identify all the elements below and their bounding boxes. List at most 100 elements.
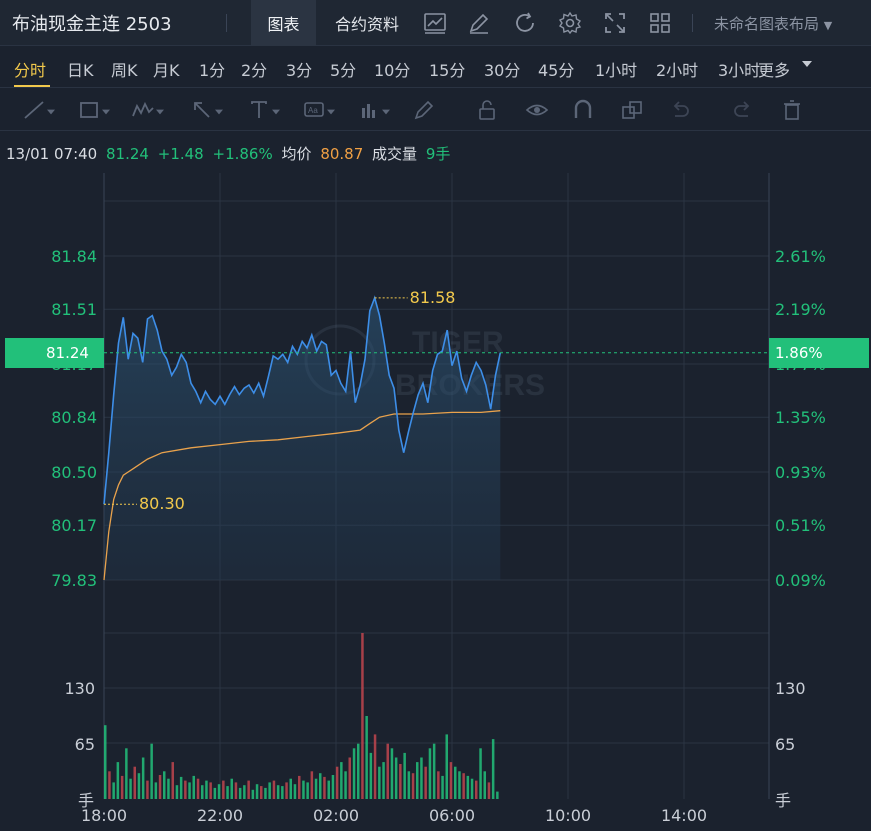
- y-right-tick-label: 0.93%: [775, 463, 826, 482]
- eye-icon[interactable]: [525, 98, 549, 122]
- tab-chart[interactable]: 图表: [251, 0, 316, 46]
- volume-bar: [255, 784, 259, 799]
- caret-down-icon: [802, 61, 812, 67]
- volume-label: 成交量: [372, 145, 418, 163]
- refresh-icon[interactable]: [513, 11, 537, 35]
- period-3小时[interactable]: 3小时: [718, 61, 761, 80]
- volume-bar: [251, 789, 255, 799]
- tool-caret-down-icon[interactable]: [215, 108, 223, 116]
- volume-bar: [192, 775, 195, 799]
- y-right-tick-label: 1.35%: [775, 408, 826, 427]
- tool-caret-down-icon[interactable]: [47, 108, 55, 116]
- period-45分[interactable]: 45分: [538, 61, 575, 80]
- avg-price-value: 80.87: [320, 145, 364, 163]
- undo-icon[interactable]: [668, 98, 692, 122]
- annotation-icon[interactable]: Aa: [302, 98, 326, 122]
- period-月K[interactable]: 月K: [153, 61, 180, 80]
- layout-grid-icon[interactable]: [648, 11, 672, 35]
- period-3分[interactable]: 3分: [286, 61, 313, 80]
- volume-bar: [293, 784, 297, 799]
- period-1小时[interactable]: 1小时: [595, 61, 638, 80]
- pattern-icon[interactable]: [131, 98, 155, 122]
- x-tick-label: 02:00: [313, 806, 359, 825]
- divider: [226, 14, 227, 32]
- period-2小时[interactable]: 2小时: [656, 61, 699, 80]
- layout-dropdown[interactable]: 未命名图表布局 ▼: [714, 13, 832, 34]
- draw-pen-icon[interactable]: [467, 11, 491, 35]
- tool-caret-down-icon[interactable]: [156, 108, 164, 116]
- volume-bar: [285, 782, 288, 799]
- volume-tick-label-left: 130: [64, 679, 95, 698]
- volume-bar: [133, 766, 136, 799]
- period-15分[interactable]: 15分: [429, 61, 466, 80]
- indicator-icon[interactable]: [423, 11, 447, 35]
- tool-caret-down-icon[interactable]: [327, 108, 335, 116]
- price-area: [104, 297, 501, 580]
- period-2分[interactable]: 2分: [241, 61, 268, 80]
- settings-icon[interactable]: [558, 11, 582, 35]
- y-axis-right: 0.09%0.51%0.93%1.35%1.77%2.19%2.61%: [775, 247, 826, 590]
- trend-line-icon[interactable]: [22, 98, 46, 122]
- volume-tick-label-left: 65: [75, 735, 95, 754]
- volume-bar: [475, 780, 478, 799]
- magnet-icon[interactable]: [571, 98, 595, 122]
- redo-icon[interactable]: [731, 98, 755, 122]
- y-left-tick-label: 80.84: [51, 408, 97, 427]
- quote-price: 81.24: [106, 145, 149, 163]
- measure-icon[interactable]: [357, 98, 381, 122]
- volume-bar: [243, 785, 246, 799]
- x-tick-label: 14:00: [661, 806, 707, 825]
- tab-contract-info[interactable]: 合约资料: [334, 15, 399, 34]
- volume-bar: [171, 762, 174, 799]
- tool-caret-down-icon[interactable]: [102, 108, 110, 116]
- volume-bar: [179, 776, 183, 799]
- layers-icon[interactable]: [620, 98, 644, 122]
- caret-down-icon: ▼: [823, 19, 833, 32]
- volume-bar: [213, 787, 217, 799]
- volume-bar: [496, 791, 499, 799]
- top-header: 布油现金主连 2503 图表 合约资料 未命名图表布局 ▼: [0, 0, 871, 46]
- period-10分[interactable]: 10分: [374, 61, 411, 80]
- period-5分[interactable]: 5分: [330, 61, 357, 80]
- price-area-fill: [104, 297, 501, 580]
- volume-bar: [196, 778, 200, 799]
- period-1分[interactable]: 1分: [199, 61, 226, 80]
- tool-caret-down-icon[interactable]: [272, 108, 280, 116]
- volume-bar: [310, 771, 314, 799]
- volume-bar: [167, 778, 170, 799]
- volume-bar: [276, 785, 280, 799]
- annotation-high-label: 81.58: [410, 288, 456, 307]
- volume-bar: [120, 775, 124, 799]
- more-periods-button[interactable]: 更多: [758, 61, 791, 80]
- period-日K[interactable]: 日K: [67, 61, 94, 80]
- quote-change-pct: +1.86%: [212, 145, 273, 163]
- arrow-icon[interactable]: [190, 98, 214, 122]
- current-pct-tag-label: 1.86%: [775, 344, 823, 362]
- brush-icon[interactable]: [412, 98, 436, 122]
- volume-bar: [137, 773, 141, 799]
- volume-bar: [357, 743, 360, 799]
- volume-bar: [491, 739, 495, 799]
- lock-icon[interactable]: [475, 98, 499, 122]
- fullscreen-icon[interactable]: [603, 11, 627, 35]
- volume-bar: [331, 775, 335, 799]
- average-series-line: [103, 410, 501, 581]
- volume-bar: [260, 786, 263, 799]
- active-period-underline: [14, 85, 50, 87]
- trash-icon[interactable]: [780, 98, 804, 122]
- period-分时[interactable]: 分时: [14, 61, 47, 80]
- y-left-tick-label: 79.83: [51, 571, 97, 590]
- tool-caret-down-icon[interactable]: [382, 108, 390, 116]
- volume-bar: [432, 743, 436, 799]
- volume-bar: [466, 775, 470, 799]
- volume-bar: [205, 780, 208, 799]
- period-周K[interactable]: 周K: [111, 61, 138, 80]
- volume-bar: [306, 782, 309, 799]
- y-right-tick-label: 2.19%: [775, 300, 826, 319]
- volume-bar: [365, 716, 368, 799]
- period-30分[interactable]: 30分: [484, 61, 521, 80]
- text-icon[interactable]: [247, 98, 271, 122]
- rectangle-icon[interactable]: [77, 98, 101, 122]
